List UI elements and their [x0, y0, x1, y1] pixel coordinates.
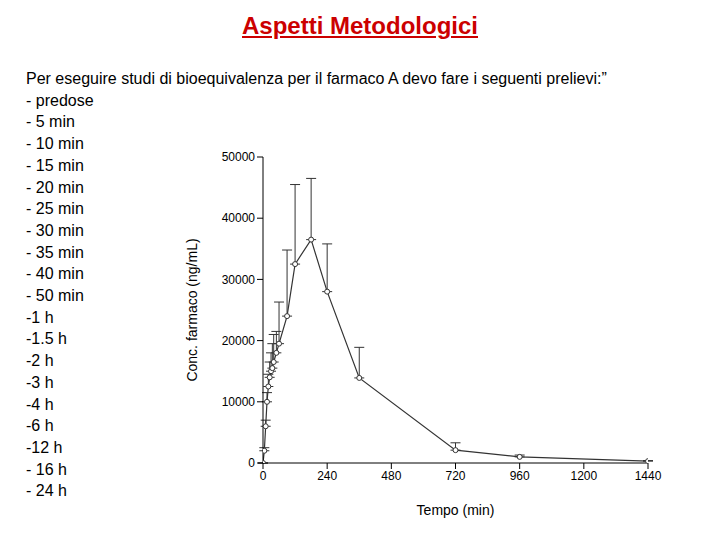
- svg-text:Tempo (min): Tempo (min): [417, 502, 495, 518]
- svg-text:1440: 1440: [635, 469, 662, 483]
- html-text:- 40 min: - 40 min: [26, 265, 84, 283]
- svg-text:240: 240: [317, 469, 337, 483]
- html-text:- 35 min: - 35 min: [26, 243, 84, 261]
- html-text:- predose: - predose: [26, 91, 94, 109]
- html-text:Aspetti Metodologici: Aspetti Metodologici: [242, 12, 478, 39]
- svg-text:20000: 20000: [222, 334, 256, 348]
- svg-text:Conc. farmaco (ng/mL): Conc. farmaco (ng/mL): [184, 238, 200, 381]
- svg-text:1200: 1200: [570, 469, 597, 483]
- html-text:- 30 min: - 30 min: [26, 221, 84, 239]
- html-text:Per eseguire studi di bioequiv: Per eseguire studi di bioequivalenza per…: [26, 70, 607, 87]
- svg-text:40000: 40000: [222, 211, 256, 225]
- html-text:- 50 min: - 50 min: [26, 287, 84, 304]
- svg-text:10000: 10000: [222, 395, 256, 409]
- html-text:-2 h: -2 h: [26, 352, 54, 370]
- svg-text:720: 720: [445, 469, 465, 483]
- svg-text:480: 480: [381, 469, 401, 483]
- html-text:- 5 min: - 5 min: [26, 113, 75, 131]
- html-text:-12 h: -12 h: [26, 439, 63, 456]
- svg-text:0: 0: [248, 456, 255, 470]
- html-text:-4 h: -4 h: [26, 395, 54, 413]
- html-text:-6 h: -6 h: [26, 417, 54, 435]
- svg-text:960: 960: [510, 469, 530, 483]
- html-text:- 10 min: - 10 min: [26, 135, 84, 153]
- html-text:-3 h: -3 h: [26, 373, 54, 391]
- svg-text:50000: 50000: [222, 150, 256, 164]
- html-text:- 20 min: - 20 min: [26, 178, 84, 196]
- svg-text:0: 0: [260, 469, 267, 483]
- html-text:- 16 h: - 16 h: [26, 460, 67, 478]
- html-text:- 25 min: - 25 min: [26, 200, 84, 218]
- html-text:-1 h: -1 h: [26, 308, 54, 326]
- svg-text:30000: 30000: [222, 273, 256, 287]
- html-text:- 15 min: - 15 min: [26, 156, 84, 174]
- html-text:-1.5 h: -1.5 h: [26, 330, 67, 348]
- html-text:- 24 h: - 24 h: [26, 482, 67, 500]
